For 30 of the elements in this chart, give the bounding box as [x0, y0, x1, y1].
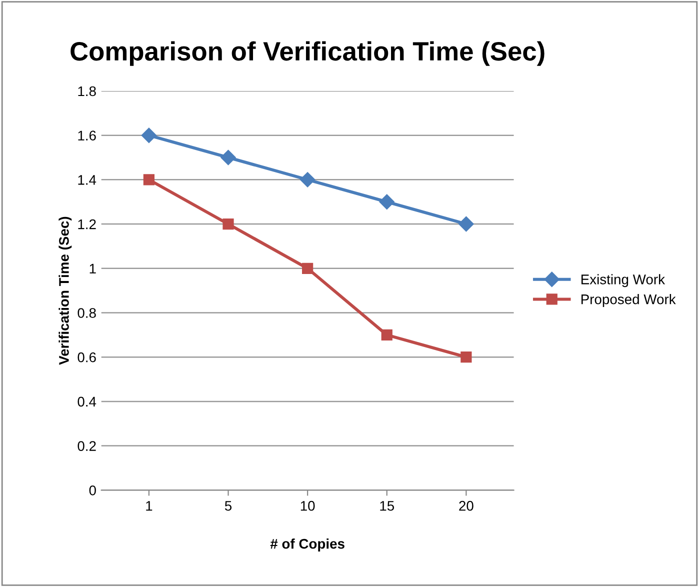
y-tick-label: 1.6	[78, 130, 96, 141]
legend-label: Proposed Work	[581, 294, 676, 307]
x-tick-label: 15	[380, 501, 394, 511]
x-tick-label: 20	[459, 500, 474, 511]
point	[379, 194, 394, 210]
point	[458, 216, 474, 232]
point	[300, 172, 316, 188]
y-axis-title: Verification Time (Sec)	[58, 216, 72, 365]
y-tick-label: 0.6	[78, 352, 96, 362]
y-tick-label: 0.2	[78, 441, 96, 451]
y-tick-label: 1	[90, 264, 96, 274]
point	[302, 262, 314, 274]
point	[460, 352, 472, 363]
chart-title: Comparison of Verification Time (Sec)	[70, 41, 544, 66]
x-tick-label: 5	[224, 501, 232, 511]
point	[220, 150, 236, 166]
point	[222, 218, 234, 230]
y-tick-label: 0	[89, 485, 96, 496]
point	[381, 329, 392, 340]
y-tick-label: 1.4	[78, 175, 96, 185]
point	[143, 174, 154, 186]
point	[141, 128, 157, 143]
legend-label: Existing Work	[581, 274, 666, 288]
y-tick-label: 0.4	[78, 396, 96, 407]
y-tick-label: 1.2	[78, 219, 96, 230]
y-tick-label: 1.8	[78, 86, 96, 96]
x-axis-title: # of Copies	[270, 538, 344, 552]
x-tick-label: 10	[300, 500, 315, 511]
x-tick-label: 1	[146, 501, 152, 511]
y-tick-label: 0.8	[78, 308, 96, 318]
